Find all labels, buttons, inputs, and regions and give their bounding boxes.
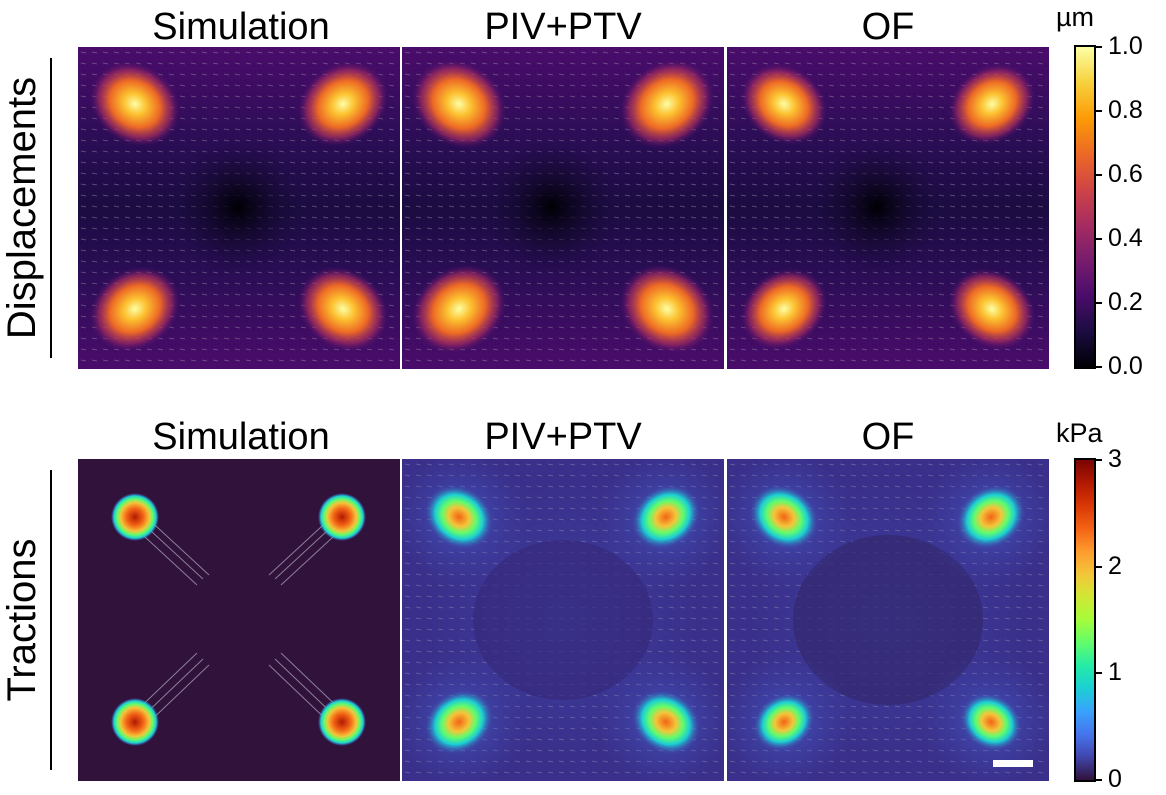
col-title-simulation: Simulation: [152, 6, 330, 48]
traction-map-piv-ptv: [402, 459, 724, 781]
col-title-piv-ptv: PIV+PTV: [484, 416, 642, 458]
colorbar-tick-label: 0.0: [1108, 352, 1143, 380]
displacement-heatmap: [727, 47, 1049, 369]
displacement-map-simulation: [78, 47, 400, 369]
colorbar-tick-label: 3: [1108, 445, 1122, 473]
colorbar-tick-label: 0.8: [1108, 96, 1143, 124]
row-divider-tractions: [50, 470, 52, 770]
colorbar-unit-displacement: µm: [1056, 2, 1095, 32]
colorbar-traction: [1074, 458, 1096, 782]
colorbar-tick-label: 1.0: [1108, 32, 1143, 60]
displacement-map-piv-ptv: [402, 47, 724, 369]
displacement-map-of: [727, 47, 1049, 369]
traction-heatmap: [402, 459, 724, 781]
colorbar-tick: [1094, 46, 1102, 48]
colorbar-tick-label: 1: [1108, 658, 1122, 687]
colorbar-displacement: [1074, 45, 1096, 369]
colorbar-tick: [1094, 238, 1102, 240]
colorbar-tick: [1094, 672, 1102, 675]
colorbar-tick-label: 0: [1108, 765, 1122, 793]
row-divider-displacements: [50, 58, 52, 358]
row-label-displacements: Displacements: [0, 76, 44, 340]
colorbar-tick-label: 0.2: [1108, 288, 1143, 316]
displacement-heatmap: [78, 47, 400, 369]
colorbar-tick: [1094, 174, 1102, 176]
traction-heatmap: [78, 459, 400, 781]
traction-map-of: [727, 459, 1049, 781]
colorbar-tick-label: 0.6: [1108, 160, 1143, 188]
colorbar-unit-traction: kPa: [1056, 418, 1103, 448]
colorbar-tick: [1094, 110, 1102, 112]
col-title-of: OF: [861, 6, 915, 48]
colorbar-tick-label: 0.4: [1108, 224, 1143, 252]
colorbar-tick: [1094, 366, 1102, 368]
colorbar-tick: [1094, 779, 1102, 781]
row-label-tractions: Tractions: [0, 538, 44, 702]
traction-heatmap: [727, 459, 1049, 781]
colorbar-tick: [1094, 459, 1102, 461]
colorbar-tick-label: 2: [1108, 551, 1122, 580]
colorbar-tick: [1094, 302, 1102, 304]
displacement-heatmap: [402, 47, 724, 369]
col-title-piv-ptv: PIV+PTV: [484, 6, 642, 48]
traction-map-simulation: [78, 459, 400, 781]
colorbar-tick: [1094, 565, 1102, 568]
scale-bar: [993, 760, 1033, 767]
col-title-of: OF: [861, 416, 915, 458]
col-title-simulation: Simulation: [152, 416, 330, 458]
